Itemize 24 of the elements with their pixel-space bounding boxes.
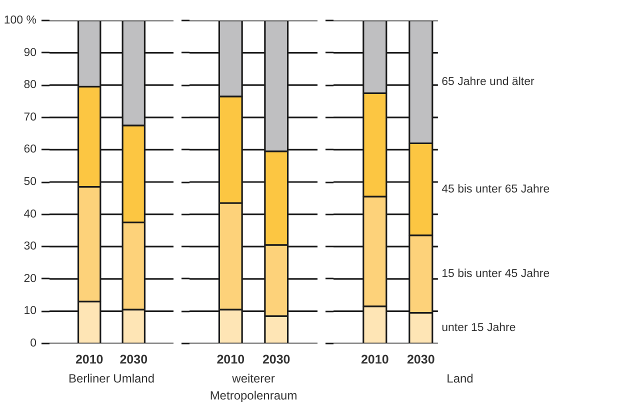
y-tick-label: 90 (24, 46, 37, 59)
y-tick-label: 0 (30, 338, 37, 350)
y-tick-label: 70 (24, 111, 37, 124)
y-tick-label: 10 (24, 305, 37, 318)
x-tick-label: 2010 (216, 352, 245, 366)
series-label: unter 15 Jahre (442, 322, 516, 334)
x-axis-title: Berliner Umland (68, 372, 155, 386)
y-tick-label: 40 (24, 208, 37, 220)
x-tick-label: 2010 (75, 352, 104, 366)
y-tick-label: 20 (24, 272, 37, 285)
series-label: 15 bis unter 45 Jahre (442, 268, 550, 280)
y-tick-label: 30 (24, 240, 37, 253)
x-axis-title: Land (446, 372, 474, 386)
y-tick-label: 60 (24, 144, 37, 156)
x-axis-title: weiterer Metropolenraum (210, 372, 298, 402)
series-label: 65 Jahre und älter (442, 76, 534, 88)
x-tick-label: 2030 (406, 352, 435, 366)
y-tick-label: 80 (24, 79, 37, 92)
y-tick-label: 50 (24, 176, 37, 188)
series-label: 45 bis unter 65 Jahre (442, 183, 550, 196)
x-tick-label: 2010 (360, 352, 389, 366)
x-tick-label: 2030 (262, 352, 290, 366)
x-tick-label: 2030 (120, 352, 148, 366)
y-tick-label: 100 % (4, 14, 36, 26)
